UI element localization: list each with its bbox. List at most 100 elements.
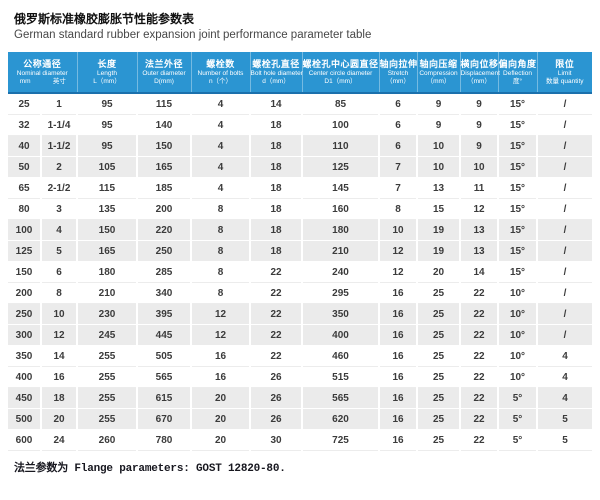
table-cell: 11 (460, 177, 499, 199)
table-cell: 5° (498, 408, 538, 430)
header-unit: L（mm） (93, 77, 121, 85)
table-cell: 22 (250, 282, 303, 304)
table-cell: 22 (460, 366, 499, 388)
table-cell: 13 (417, 177, 461, 199)
header-cell: 螺栓孔直径 Bolt hole diameter d（mm） (250, 52, 303, 94)
table-cell: 25 (417, 366, 461, 388)
table-cell: 145 (302, 177, 380, 199)
table-cell: 26 (250, 408, 303, 430)
table-cell: 85 (302, 93, 380, 115)
table-cell: 18 (250, 219, 303, 241)
table-row: 400 16 255 565 16 26 515 16 25 22 10° 4 (8, 366, 592, 388)
header-unit: （mm） (426, 77, 451, 85)
table-cell: 25 (8, 93, 42, 115)
table-cell: 22 (250, 261, 303, 283)
header-cell: 长度 Length L（mm） (77, 52, 138, 94)
header-cell: 法兰外径 Outer diameter D(mm) (137, 52, 192, 94)
header-label-en: Compression (419, 69, 458, 77)
table-cell: / (537, 324, 592, 346)
table-cell: 135 (77, 198, 138, 220)
table-cell: 9 (460, 135, 499, 157)
table-cell: 15° (498, 135, 538, 157)
table-cell: 22 (250, 303, 303, 325)
table-cell: 140 (137, 114, 192, 136)
header-label-zh: 偏向角度 (498, 58, 537, 69)
table-row: 150 6 180 285 8 22 240 12 20 14 15° / (8, 261, 592, 283)
table-cell: 10° (498, 303, 538, 325)
header-label-zh: 螺栓数 (206, 58, 235, 69)
table-cell: 10 (379, 219, 418, 241)
table-cell: 615 (137, 387, 192, 409)
table-cell: 250 (8, 303, 42, 325)
table-cell: 16 (379, 429, 418, 451)
table-cell: 180 (302, 219, 380, 241)
table-cell: / (537, 219, 592, 241)
table-cell: 2-1/2 (41, 177, 78, 199)
table-row: 450 18 255 615 20 26 565 16 25 22 5° 4 (8, 387, 592, 409)
table-cell: 22 (460, 429, 499, 451)
table-cell: 12 (191, 303, 251, 325)
table-cell: 350 (302, 303, 380, 325)
table-cell: / (537, 135, 592, 157)
table-cell: 22 (460, 408, 499, 430)
table-cell: 13 (460, 240, 499, 262)
table-cell: 7 (379, 156, 418, 178)
table-cell: 450 (8, 387, 42, 409)
table-cell: 19 (417, 219, 461, 241)
footer-note: 法兰参数为 Flange parameters: GOST 12820-80. (14, 463, 286, 475)
table-cell: 500 (8, 408, 42, 430)
table-cell: 100 (8, 219, 42, 241)
table-cell: 245 (77, 324, 138, 346)
table-cell: 26 (250, 387, 303, 409)
table-cell: 1-1/2 (41, 135, 78, 157)
table-cell: 200 (137, 198, 192, 220)
table-row: 350 14 255 505 16 22 460 16 25 22 10° 4 (8, 345, 592, 367)
header-label-zh: 限位 (555, 58, 575, 69)
page-title: 俄罗斯标准橡胶膨胀节性能参数表 (14, 12, 195, 26)
table-cell: 395 (137, 303, 192, 325)
table-cell: 15° (498, 198, 538, 220)
table-cell: 150 (137, 135, 192, 157)
header-label-en: Displacement (460, 69, 500, 77)
table-cell: 210 (77, 282, 138, 304)
table-cell: 180 (77, 261, 138, 283)
header-label-en: Nominal diameter (16, 69, 68, 77)
table-cell: 255 (77, 387, 138, 409)
table-cell: 16 (191, 345, 251, 367)
table-cell: 20 (191, 408, 251, 430)
header-cell: 限位 Limit 数量 quantity (537, 52, 592, 94)
header-label-en: Limit (557, 69, 572, 77)
table-row: 200 8 210 340 8 22 295 16 25 22 10° / (8, 282, 592, 304)
header-unit: （mm） (386, 77, 410, 85)
table-cell: 10 (417, 135, 461, 157)
table-cell: 4 (191, 177, 251, 199)
table-cell: 22 (250, 345, 303, 367)
table-cell: 16 (41, 366, 78, 388)
table-row: 40 1-1/2 95 150 4 18 110 6 10 9 15° / (8, 135, 592, 157)
table-cell: 50 (8, 156, 42, 178)
table-cell: 150 (77, 219, 138, 241)
header-label-en: Outer diameter (142, 69, 186, 77)
table-cell: 30 (250, 429, 303, 451)
table-cell: 18 (250, 114, 303, 136)
table-cell: 445 (137, 324, 192, 346)
page: 俄罗斯标准橡胶膨胀节性能参数表 German standard rubber e… (0, 12, 600, 500)
header-unit: 英寸 (52, 77, 66, 85)
table-cell: / (537, 303, 592, 325)
table-cell: 24 (41, 429, 78, 451)
table-cell: 670 (137, 408, 192, 430)
table-cell: 725 (302, 429, 380, 451)
table-body: 25 1 95 115 4 14 85 6 9 9 15°/32 1-1/4 95 140 4 18 100 6 9… (8, 93, 592, 451)
table-cell: 4 (41, 219, 78, 241)
table-cell: 20 (41, 408, 78, 430)
table-cell: 165 (137, 156, 192, 178)
header-cell: 螺栓数 Number of bolts n（个） (191, 52, 251, 94)
table-cell: 22 (460, 345, 499, 367)
table-cell: / (537, 93, 592, 115)
table-cell: 14 (41, 345, 78, 367)
table-row: 32 1-1/4 95 140 4 18 100 6 9 9 15° / (8, 114, 592, 136)
table-cell: 95 (77, 114, 138, 136)
table-cell: 8 (191, 219, 251, 241)
table-cell: 10 (460, 156, 499, 178)
table-cell: 10° (498, 282, 538, 304)
